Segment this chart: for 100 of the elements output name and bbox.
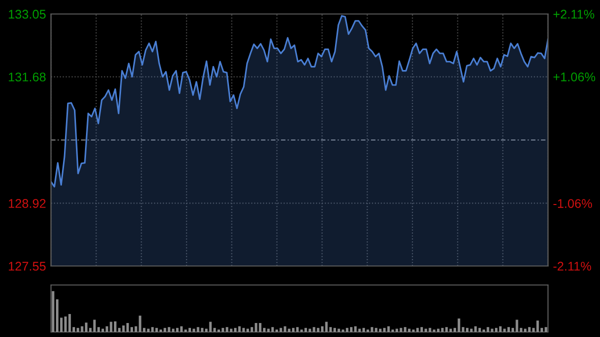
y-tick-label: 127.55 — [8, 262, 46, 271]
bar — [416, 328, 419, 332]
bar — [164, 328, 166, 332]
bar — [387, 326, 390, 332]
bar — [122, 325, 125, 332]
bar — [470, 328, 473, 332]
bar — [250, 327, 254, 332]
bar — [462, 327, 464, 332]
bar — [490, 328, 494, 332]
bar — [503, 328, 506, 332]
bar — [458, 318, 460, 332]
bar — [52, 291, 54, 332]
bar — [176, 328, 179, 332]
bar — [544, 327, 548, 332]
bar — [449, 328, 452, 332]
bar — [80, 326, 84, 332]
bar — [222, 328, 224, 332]
bar — [329, 327, 332, 332]
bar — [97, 327, 100, 332]
bar — [474, 326, 477, 332]
bar — [168, 327, 170, 332]
bar — [499, 326, 502, 332]
bar — [333, 328, 336, 332]
bar — [246, 328, 249, 332]
bar — [308, 328, 312, 332]
bar — [374, 328, 378, 332]
bar — [288, 328, 290, 332]
bar — [234, 328, 237, 332]
bar — [304, 328, 307, 332]
bar — [130, 327, 134, 332]
bar — [424, 328, 428, 332]
bar — [420, 327, 423, 332]
bar — [151, 327, 154, 332]
bar — [230, 328, 232, 332]
bar — [296, 327, 299, 332]
bar — [524, 328, 526, 332]
bar — [271, 327, 274, 332]
bar — [292, 328, 295, 332]
bar — [172, 328, 174, 332]
bar — [213, 328, 216, 332]
bar — [358, 328, 361, 332]
bar — [242, 328, 245, 332]
bar — [379, 328, 382, 332]
y-tick-label: 131.68 — [8, 72, 46, 82]
bar — [536, 320, 539, 332]
bar — [437, 328, 440, 332]
bar — [338, 328, 340, 332]
bar — [507, 327, 510, 332]
bar — [188, 328, 191, 332]
bar — [280, 328, 282, 332]
y2-tick-label: +1.06% — [553, 72, 596, 82]
bar — [267, 328, 270, 332]
bar — [110, 322, 112, 332]
bar — [383, 328, 386, 332]
bar — [147, 328, 150, 332]
bar — [486, 327, 490, 332]
bar — [478, 328, 481, 332]
bar — [520, 328, 522, 332]
bar — [316, 328, 320, 332]
y2-tick-label: -1.06% — [553, 199, 592, 208]
bar — [138, 316, 142, 332]
bar — [516, 320, 518, 332]
bar — [258, 323, 262, 332]
y-tick-label: 133.05 — [8, 10, 46, 19]
bar — [466, 328, 468, 332]
bar — [68, 314, 71, 332]
bar — [238, 326, 241, 332]
bar — [200, 328, 204, 332]
bar — [209, 322, 212, 332]
y2-tick-label: -2.11% — [553, 262, 592, 271]
bar — [441, 328, 444, 332]
bar — [494, 328, 498, 332]
bar — [254, 323, 258, 332]
bar — [114, 321, 116, 332]
bar — [106, 326, 108, 332]
bar — [445, 327, 448, 332]
bar — [134, 326, 138, 332]
bar — [325, 322, 328, 332]
bar — [126, 323, 129, 332]
bar — [155, 328, 158, 332]
bar — [76, 328, 80, 332]
bar — [102, 328, 104, 332]
bar — [226, 327, 228, 332]
bar — [192, 328, 196, 332]
bar — [346, 328, 348, 332]
bar — [93, 320, 96, 332]
bar — [350, 327, 353, 332]
bar — [362, 328, 365, 332]
bar — [396, 328, 398, 332]
bar — [400, 328, 402, 332]
bar — [428, 328, 432, 332]
bar — [528, 327, 531, 332]
bar — [321, 326, 324, 332]
bar — [84, 322, 88, 332]
bar — [196, 327, 200, 332]
y2-tick-label: +2.11% — [553, 10, 594, 19]
bar — [354, 326, 357, 332]
bar — [408, 328, 410, 332]
bar — [180, 326, 183, 332]
bar — [370, 327, 374, 332]
